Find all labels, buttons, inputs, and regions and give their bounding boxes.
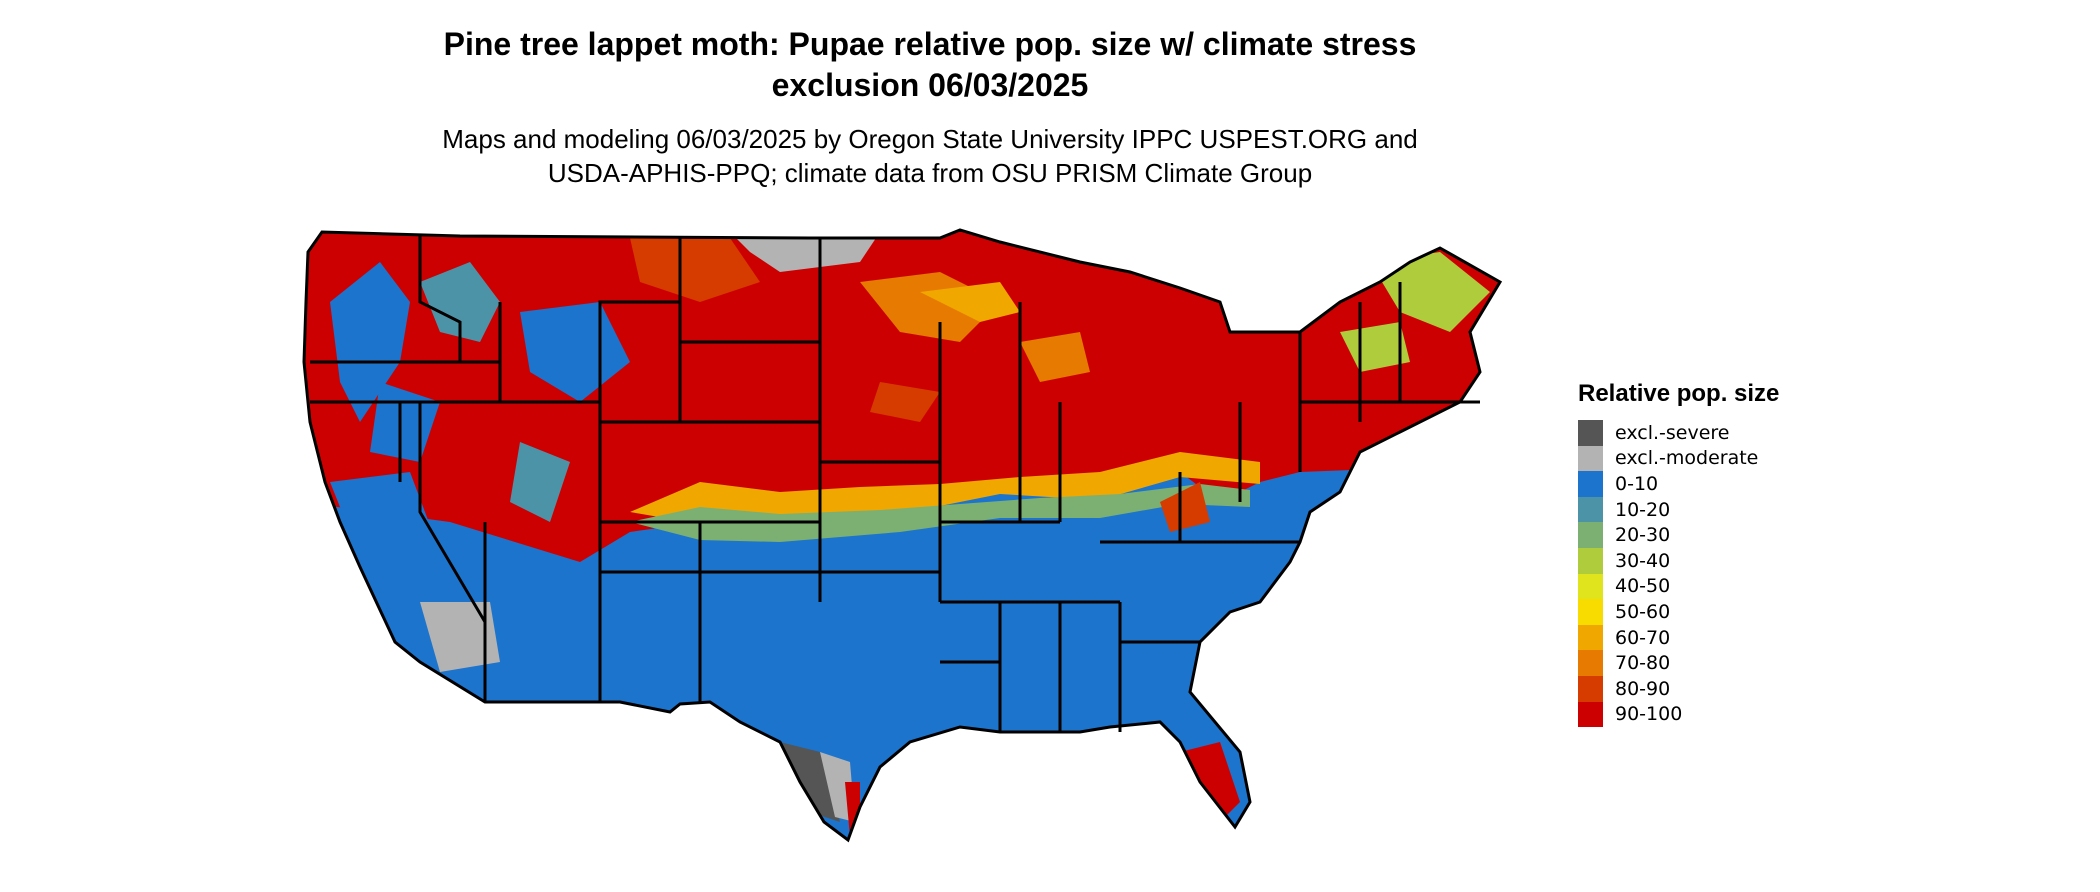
legend-label: 50-60 xyxy=(1615,600,1671,623)
legend-swatch xyxy=(1578,496,1603,523)
legend-swatch xyxy=(1578,471,1603,497)
map-title: Pine tree lappet moth: Pupae relative po… xyxy=(0,24,1860,106)
legend-swatch xyxy=(1578,445,1603,472)
legend-item: 90-100 xyxy=(1578,701,1779,728)
legend-swatch xyxy=(1578,675,1603,702)
state-borders xyxy=(302,228,1503,843)
legend-swatch xyxy=(1578,522,1603,548)
subtitle-line-2: USDA-APHIS-PPQ; climate data from OSU PR… xyxy=(547,158,1313,188)
legend-label: 90-100 xyxy=(1615,703,1683,726)
legend-label: 40-50 xyxy=(1615,575,1671,598)
legend-item: 0-10 xyxy=(1578,471,1779,497)
legend-label: 10-20 xyxy=(1615,498,1671,521)
legend-swatch xyxy=(1578,624,1603,651)
legend-title: Relative pop. size xyxy=(1578,380,1780,407)
legend-label: 20-30 xyxy=(1615,524,1671,547)
map-subtitle: Maps and modeling 06/03/2025 by Oregon S… xyxy=(0,122,1860,190)
legend-item: 10-20 xyxy=(1578,496,1779,523)
legend-label: 70-80 xyxy=(1615,652,1671,675)
legend-item: 80-90 xyxy=(1578,675,1779,702)
legend-item: 20-30 xyxy=(1578,522,1779,548)
legend-item: excl.-severe xyxy=(1578,420,1779,446)
us-map xyxy=(302,228,1503,843)
subtitle-line-1: Maps and modeling 06/03/2025 by Oregon S… xyxy=(442,124,1418,154)
legend: Relative pop. size excl.-severe excl.-mod… xyxy=(1578,380,1780,728)
value-regions xyxy=(304,230,1500,840)
legend-item: 60-70 xyxy=(1578,624,1779,651)
legend-swatch xyxy=(1578,701,1603,728)
legend-swatch xyxy=(1578,547,1603,574)
legend-label: excl.-severe xyxy=(1615,421,1730,444)
legend-label: 80-90 xyxy=(1615,677,1671,700)
legend-swatch xyxy=(1578,573,1603,600)
legend-swatch xyxy=(1578,420,1603,446)
legend-label: 30-40 xyxy=(1615,549,1671,572)
legend-label: excl.-moderate xyxy=(1615,447,1759,470)
legend-item: 70-80 xyxy=(1578,650,1779,676)
legend-item: excl.-moderate xyxy=(1578,445,1779,472)
legend-item: 40-50 xyxy=(1578,573,1779,600)
legend-label: 60-70 xyxy=(1615,626,1671,649)
legend-swatch xyxy=(1578,599,1603,625)
legend-swatch xyxy=(1578,650,1603,676)
legend-item: 50-60 xyxy=(1578,599,1779,625)
title-line-2: exclusion 06/03/2025 xyxy=(771,67,1089,103)
legend-label: 0-10 xyxy=(1615,472,1659,495)
title-line-1: Pine tree lappet moth: Pupae relative po… xyxy=(443,26,1417,62)
legend-items: excl.-severe excl.-moderate 0-10 10-20 20-30… xyxy=(1578,420,1779,728)
legend-item: 30-40 xyxy=(1578,547,1779,574)
